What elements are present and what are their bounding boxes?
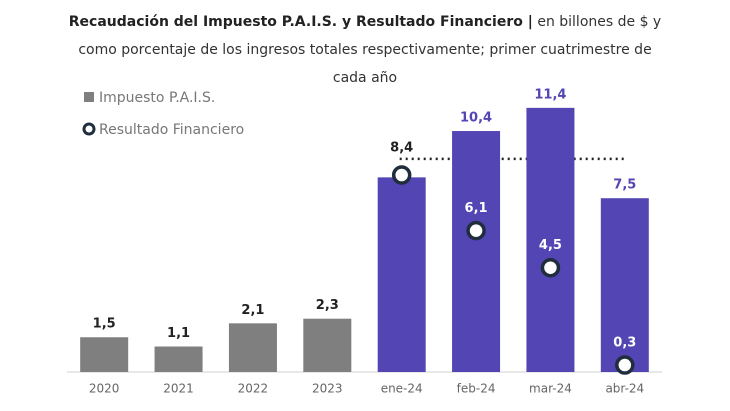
x-tick-label: 2020 bbox=[89, 382, 120, 396]
value-label: 2,1 bbox=[241, 303, 264, 318]
value-label: 8,4 bbox=[390, 141, 413, 156]
x-tick-label: mar-24 bbox=[529, 382, 572, 396]
value-label: 4,5 bbox=[539, 238, 562, 253]
marker bbox=[391, 165, 412, 185]
bar bbox=[154, 346, 203, 372]
bar bbox=[377, 177, 426, 372]
x-tick-label: 2021 bbox=[163, 382, 194, 396]
header: Recaudación del Impuesto P.A.I.S. y Resu… bbox=[60, 8, 670, 92]
marker bbox=[466, 220, 486, 241]
chart-title: Recaudación del Impuesto P.A.I.S. y Resu… bbox=[68, 14, 533, 30]
value-label: 6,1 bbox=[465, 201, 488, 216]
x-tick-label: 2022 bbox=[238, 382, 269, 396]
value-label: 2,3 bbox=[316, 298, 339, 313]
legend-label: Resultado Financiero bbox=[99, 122, 244, 138]
value-label: 11,4 bbox=[534, 87, 566, 102]
value-label: 7,5 bbox=[613, 178, 636, 193]
bar bbox=[228, 323, 277, 372]
legend-label: Impuesto P.A.I.S. bbox=[99, 90, 215, 106]
value-label: 10,4 bbox=[460, 111, 492, 126]
bar bbox=[600, 198, 649, 372]
value-label: 1,5 bbox=[93, 317, 116, 332]
x-tick-label: feb-24 bbox=[457, 382, 496, 396]
bar bbox=[80, 337, 129, 372]
x-tick-label: abr-24 bbox=[605, 382, 644, 396]
chart-subtitle: en billones de $ y como porcentaje de lo… bbox=[78, 14, 662, 86]
x-tick-label: 2023 bbox=[312, 382, 343, 396]
marker bbox=[615, 355, 635, 375]
bar bbox=[526, 107, 575, 372]
legend-marker bbox=[82, 122, 96, 136]
bar bbox=[303, 318, 352, 372]
marker bbox=[540, 257, 561, 278]
x-tick-label: ene-24 bbox=[381, 382, 423, 396]
value-label: 1,1 bbox=[167, 326, 190, 341]
bar bbox=[452, 131, 501, 372]
legend-swatch bbox=[84, 92, 94, 102]
value-label: 0,3 bbox=[613, 336, 636, 351]
